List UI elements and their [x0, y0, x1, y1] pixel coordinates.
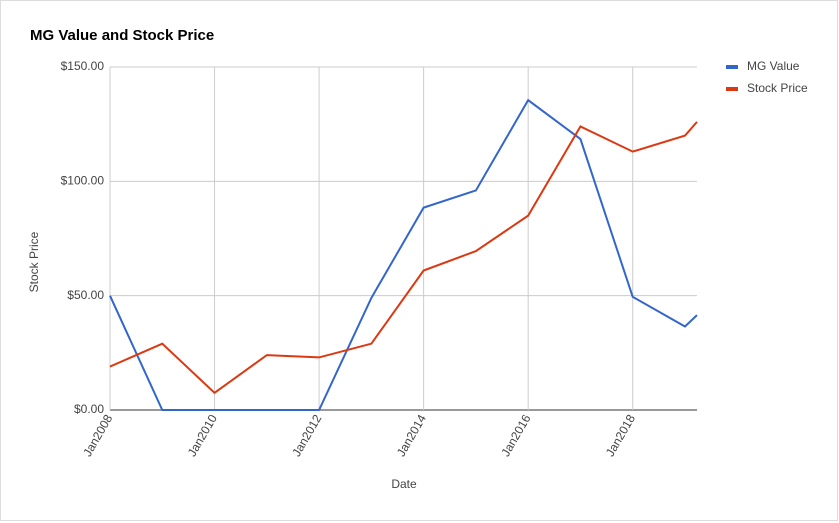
y-axis-title: Stock Price — [27, 231, 41, 292]
line-series — [109, 121, 698, 395]
legend-label: Stock Price — [747, 81, 808, 95]
y-tick-label: $50.00 — [67, 288, 104, 302]
y-tick-label: $150.00 — [61, 59, 105, 73]
line-series — [109, 98, 698, 411]
x-axis-title: Date — [391, 477, 417, 491]
chart-title: MG Value and Stock Price — [30, 27, 214, 44]
y-tick-label: $0.00 — [74, 402, 104, 416]
legend-label: MG Value — [747, 59, 800, 73]
legend-swatch — [726, 65, 738, 69]
legend-swatch — [726, 87, 738, 91]
y-tick-label: $100.00 — [61, 174, 105, 188]
